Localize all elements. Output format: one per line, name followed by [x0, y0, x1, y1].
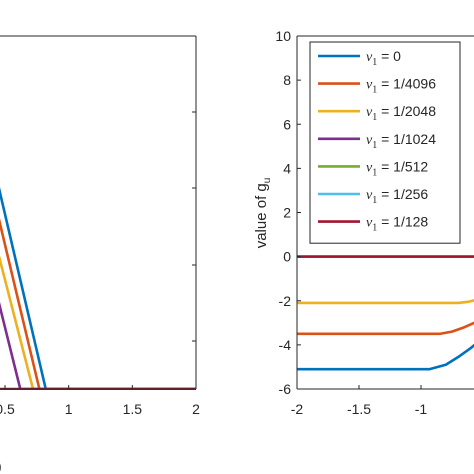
- right-y-tick-label: 2: [283, 205, 291, 221]
- right-y-tick-label: 6: [283, 116, 291, 132]
- legend-entry-5: ν1 = 1/256: [366, 186, 428, 206]
- left-axes: [0, 35, 197, 390]
- right-series-line-2: [297, 299, 474, 305]
- right-x-tick-labels: -2 -1.5 -1: [291, 401, 428, 417]
- legend-entry-2: ν1 = 1/2048: [366, 103, 436, 123]
- right-x-tick-label: -1.5: [347, 401, 371, 417]
- right-y-tick-label: 8: [283, 72, 291, 88]
- left-series-line-2: [0, 255, 196, 390]
- legend-subscript: 1: [372, 112, 377, 123]
- legend-symbol: ν: [366, 216, 373, 231]
- legend-entry-6: ν1 = 1/128: [366, 214, 428, 234]
- legend-symbol: ν: [366, 160, 373, 175]
- legend-subscript: 1: [372, 85, 377, 96]
- legend-entry-1: ν1 = 1/4096: [366, 76, 436, 96]
- left-x-tick-label: 0.5: [0, 401, 15, 417]
- legend-value: = 1/2048: [377, 103, 436, 119]
- right-y-tick-label: -2: [279, 293, 292, 309]
- right-x-tick-label: -1: [415, 401, 428, 417]
- right-y-tick-label: 4: [283, 160, 291, 176]
- right-y-tick-label: -6: [279, 381, 292, 397]
- right-y-tick-label: 0: [283, 249, 291, 265]
- left-axis-label-fragment: ): [0, 458, 2, 474]
- left-x-tick-labels: 0.5 1 1.5 2: [0, 401, 200, 417]
- y-axis-label-main: value of g: [253, 183, 270, 248]
- right-y-tick-label: 10: [275, 28, 291, 44]
- left-series-line-1: [0, 218, 196, 390]
- right-x-tick-label: -2: [291, 401, 304, 417]
- left-x-tick-label: 2: [192, 401, 200, 417]
- right-y-tick-labels: -6 -4 -2 0 2 4 6 8 10: [275, 28, 291, 397]
- legend-symbol: ν: [366, 133, 373, 148]
- right-series-lines: [297, 255, 474, 371]
- right-series-line-1: [297, 321, 474, 336]
- legend-value: = 1/512: [377, 158, 428, 174]
- legend-value: = 0: [377, 48, 401, 64]
- legend-symbol: ν: [366, 50, 373, 65]
- legend-value: = 1/4096: [377, 76, 436, 92]
- legend-symbol: ν: [366, 105, 373, 120]
- legend-symbol: ν: [366, 188, 373, 203]
- legend-entry-3: ν1 = 1/1024: [366, 131, 436, 151]
- legend-subscript: 1: [372, 57, 377, 68]
- legend-value: = 1/128: [377, 214, 428, 230]
- right-axes: [296, 35, 474, 390]
- legend-symbol: ν: [366, 78, 373, 93]
- left-chart-panel: 0.5 1 1.5 2: [0, 35, 200, 417]
- legend-box: [309, 41, 461, 244]
- left-series-lines: [0, 187, 196, 390]
- left-x-tick-label: 1.5: [123, 401, 143, 417]
- y-axis-label-subscript: u: [262, 178, 273, 184]
- legend-value: = 1/256: [377, 186, 428, 202]
- legend-entry-4: ν1 = 1/512: [366, 158, 428, 178]
- legend-subscript: 1: [372, 223, 377, 234]
- left-x-tick-label: 1: [65, 401, 73, 417]
- legend-subscript: 1: [372, 140, 377, 151]
- left-series-line-0: [0, 187, 196, 390]
- right-y-tick-label: -4: [279, 337, 292, 353]
- right-series-line-0: [297, 343, 474, 371]
- legend-entry-0: ν1 = 0: [366, 48, 401, 68]
- legend-subscript: 1: [372, 195, 377, 206]
- legend-value: = 1/1024: [377, 131, 436, 147]
- legend-subscript: 1: [372, 167, 377, 178]
- y-axis-label: value of gu: [253, 178, 273, 249]
